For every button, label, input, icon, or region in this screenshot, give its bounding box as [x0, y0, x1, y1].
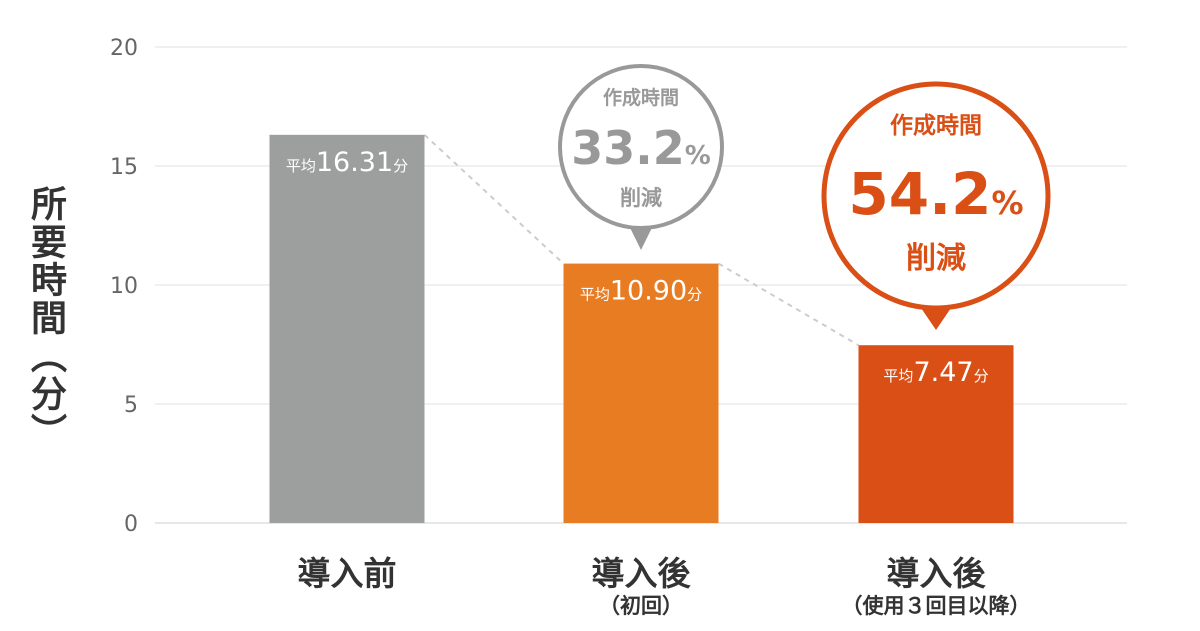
bar-value-label: 平均10.90分: [580, 276, 702, 307]
y-axis-label-box: 所要時間（分）: [22, 185, 72, 455]
y-tick-label: 0: [124, 512, 138, 537]
bar: [563, 263, 719, 523]
x-category-sublabel: （初回）: [599, 594, 683, 618]
x-category-label: 導入後: [887, 554, 987, 593]
bar: [858, 345, 1014, 523]
callout-bubble: 作成時間 33.2% 削減: [558, 64, 724, 250]
callout-bubble: 作成時間 54.2% 削減: [821, 81, 1051, 330]
callout-title: 作成時間: [890, 113, 982, 139]
callout-circle: [558, 64, 724, 230]
callout-value-number: 54.2: [848, 160, 991, 228]
bar-value-number: 10.90: [610, 276, 687, 307]
trend-line: [423, 134, 565, 265]
callout-circle: [821, 81, 1051, 311]
bar-value-prefix: 平均: [580, 286, 610, 304]
callout-value: 33.2%: [571, 121, 711, 175]
bar-value-number: 7.47: [913, 357, 973, 388]
callout-value-number: 33.2: [571, 121, 685, 175]
bar-value-unit: 分: [974, 367, 989, 385]
trend-line: [717, 262, 860, 347]
bars: [269, 134, 1014, 523]
x-category-labels: 導入前 導入後（初回）導入後（使用３回目以降）: [298, 554, 1031, 618]
trend-lines: [423, 134, 860, 347]
bar-value-prefix: 平均: [883, 367, 913, 385]
callout-value-unit: %: [992, 184, 1024, 222]
callout-subtitle: 削減: [620, 186, 662, 210]
bar: [269, 134, 425, 523]
y-tick-label: 5: [124, 393, 138, 418]
bar-value-label: 平均16.31分: [286, 147, 408, 178]
bar-value-prefix: 平均: [286, 157, 316, 175]
bar-value-number: 16.31: [316, 147, 393, 178]
y-tick-label: 10: [110, 274, 138, 299]
y-axis-label: 所要時間（分）: [25, 185, 66, 451]
y-tick-labels: 0 5 10 15 20: [110, 36, 138, 537]
x-category-sublabel: （使用３回目以降）: [842, 594, 1031, 618]
y-tick-label: 15: [110, 155, 138, 180]
callout-value: 54.2%: [848, 160, 1023, 228]
bar-value-label: 平均7.47分: [883, 357, 988, 388]
bar-value-unit: 分: [393, 157, 408, 175]
bar-value-unit: 分: [687, 286, 702, 304]
y-tick-label: 20: [110, 36, 138, 61]
callout-subtitle: 削減: [906, 241, 966, 276]
callout-title: 作成時間: [603, 86, 679, 109]
x-category-label: 導入前: [298, 554, 397, 593]
callouts: 作成時間 33.2% 削減 作成時間 54.2% 削減: [558, 64, 1051, 330]
callout-value-unit: %: [685, 141, 711, 171]
x-category-label: 導入後: [592, 554, 692, 593]
